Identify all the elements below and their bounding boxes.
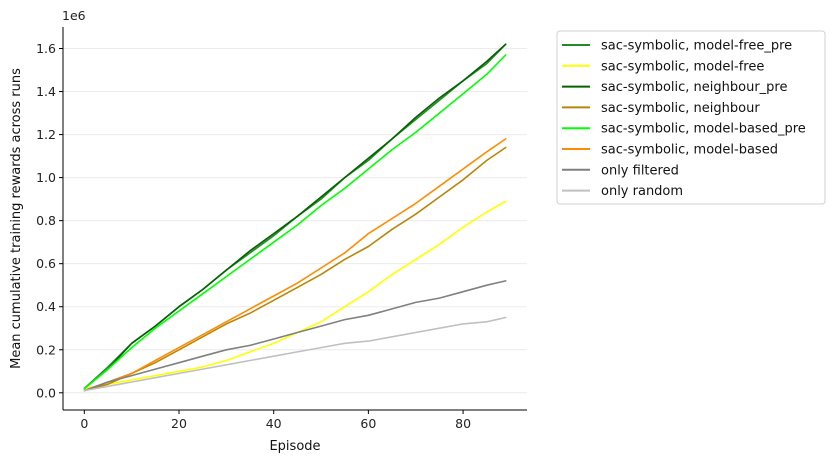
x-tick-label: 20: [171, 416, 187, 431]
series-line: [83, 200, 507, 390]
series-line: [83, 138, 507, 392]
legend-label: sac-symbolic, model-based_pre: [601, 122, 806, 137]
y-axis-label: Mean cumulative training rewards across …: [9, 68, 24, 369]
y-tick-label: 0.6: [36, 256, 56, 271]
y-tick-label: 0.4: [36, 299, 56, 314]
grid-lines: [63, 48, 527, 394]
y-tick-label: 0.8: [36, 213, 56, 228]
series-line: [83, 54, 507, 390]
y-tick-label: 0.2: [36, 342, 56, 357]
series-line: [83, 43, 507, 390]
x-tick-label: 0: [80, 416, 88, 431]
legend-label: only random: [601, 184, 683, 199]
y-tick-label: 1.2: [36, 127, 56, 142]
y-tick-label: 1.6: [36, 41, 56, 56]
series-line: [83, 316, 507, 392]
legend-label: only filtered: [601, 163, 679, 178]
x-tick-label: 60: [360, 416, 376, 431]
y-tick-label: 0.0: [36, 385, 56, 400]
legend-label: sac-symbolic, neighbour: [601, 101, 760, 116]
legend-label: sac-symbolic, model-free: [601, 59, 764, 74]
legend-frame: [556, 30, 826, 205]
y-offset-label: 1e6: [62, 8, 86, 23]
y-tick-label: 1.0: [36, 170, 56, 185]
x-tick-label: 40: [266, 416, 282, 431]
series-line: [83, 280, 507, 392]
y-tick-label: 1.4: [36, 84, 56, 99]
legend: sac-symbolic, model-free_pre sac-symbolic…: [556, 30, 826, 205]
x-ticks: 0 20 40 60 80: [80, 410, 471, 431]
legend-label: sac-symbolic, model-free_pre: [601, 39, 792, 54]
y-ticks: 0.0 0.2 0.4 0.6 0.8 1.0 1.2 1.4 1.6: [36, 41, 63, 400]
legend-items: sac-symbolic, model-free_pre sac-symbolic…: [562, 39, 806, 199]
series-lines: [83, 43, 507, 392]
legend-label: sac-symbolic, neighbour_pre: [601, 80, 788, 95]
x-axis-label: Episode: [269, 439, 320, 454]
x-tick-label: 80: [455, 416, 471, 431]
legend-label: sac-symbolic, model-based: [601, 143, 778, 158]
series-line: [83, 146, 507, 392]
